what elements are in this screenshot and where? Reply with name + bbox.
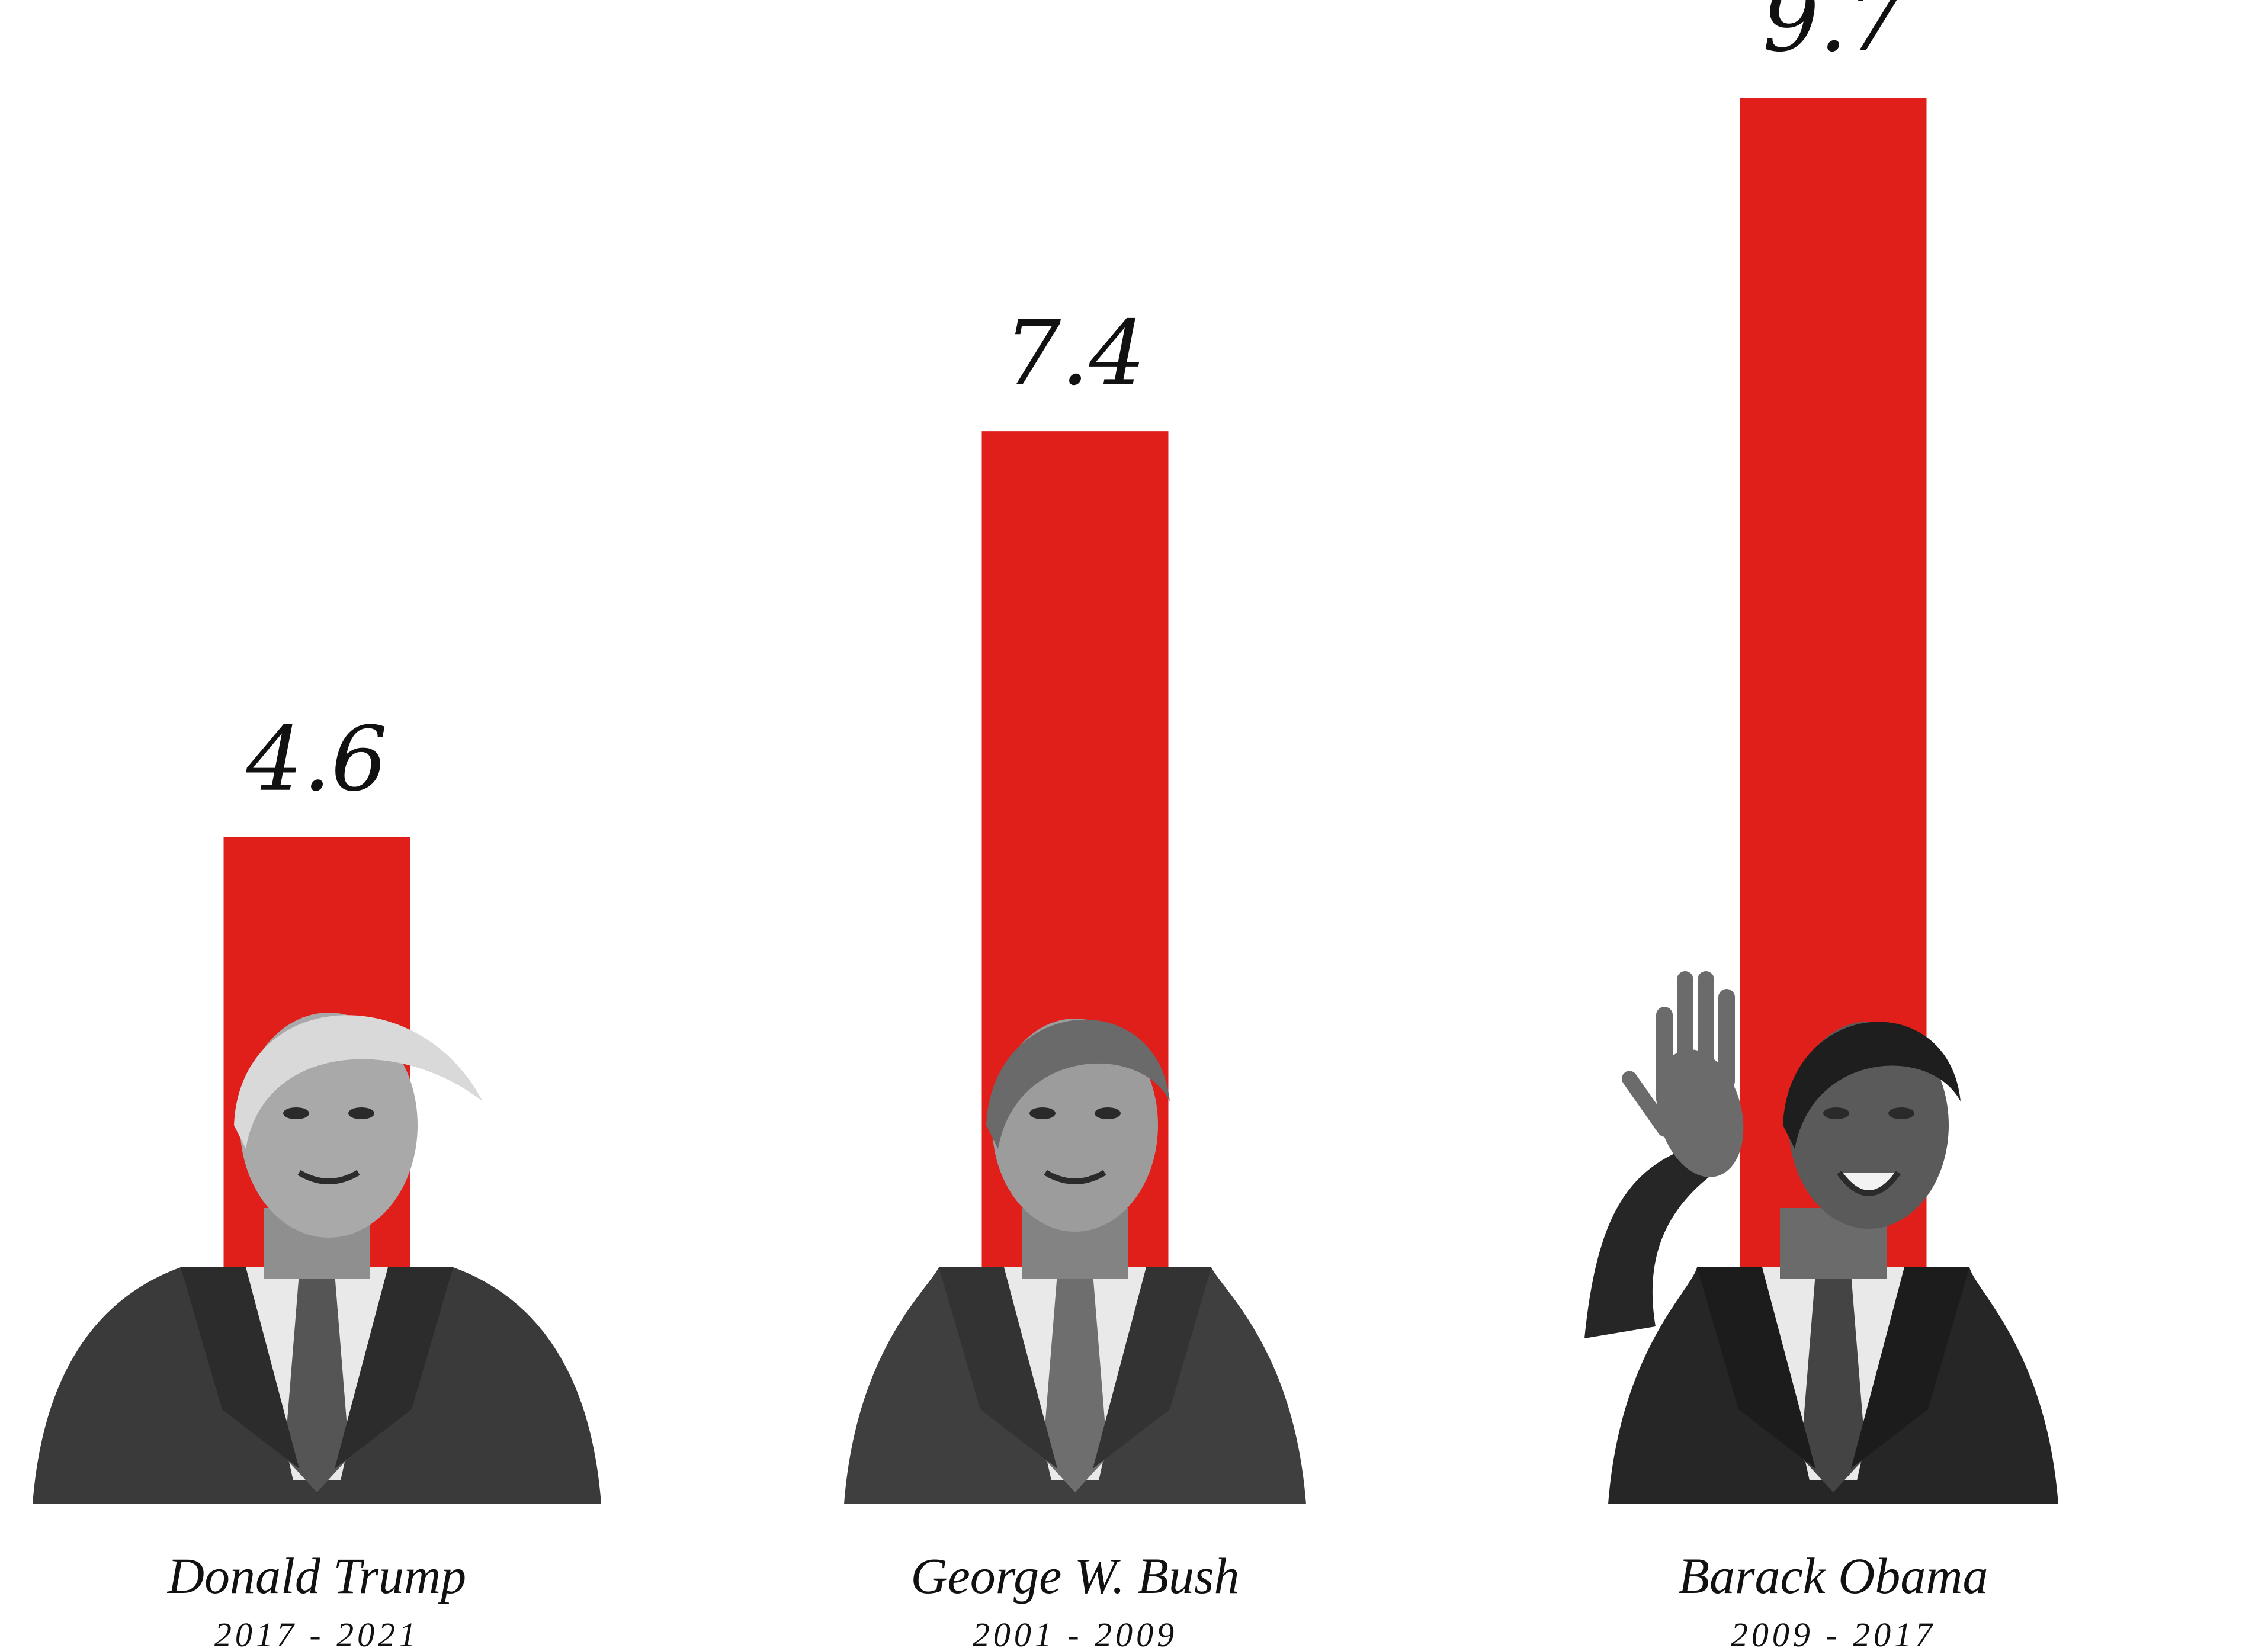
obama-portrait-icon [1584,971,2058,1504]
value-label-obama: 9.7 [1763,0,1904,72]
value-label-trump: 4.6 [246,708,388,811]
name-label-obama: Barack Obama [1678,1547,1988,1604]
bush-portrait-icon [844,1019,1306,1504]
value-label-bush: 7.4 [1005,302,1146,405]
trump-portrait-icon [33,1013,601,1504]
name-label-bush: George W. Bush [911,1547,1240,1604]
term-label-obama: 2009 - 2017 [1731,1615,1936,1651]
name-label-trump: Donald Trump [167,1547,466,1604]
term-label-bush: 2001 - 2009 [973,1615,1178,1651]
term-label-trump: 2017 - 2021 [214,1615,419,1651]
